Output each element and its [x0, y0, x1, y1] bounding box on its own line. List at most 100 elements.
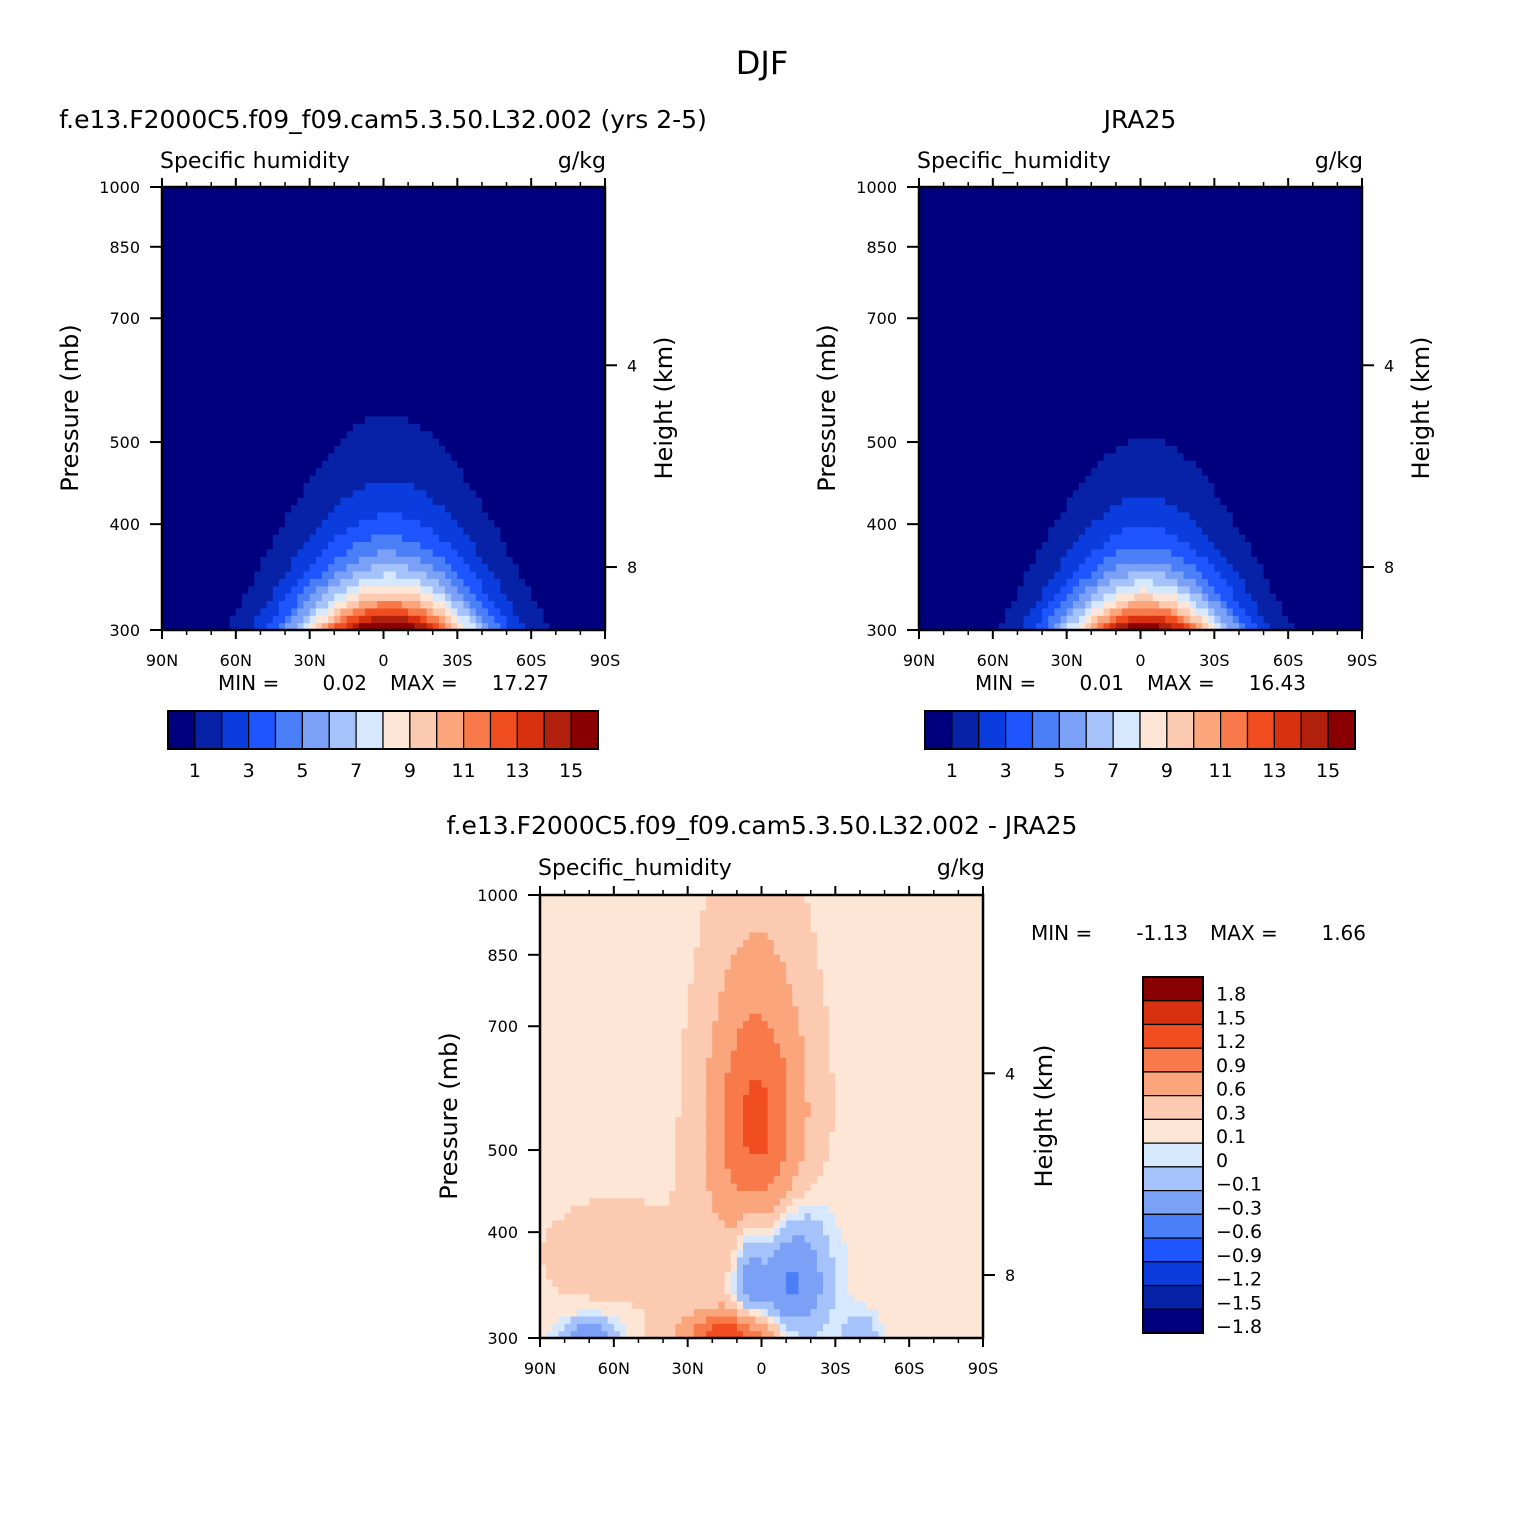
contour-cell — [315, 378, 323, 387]
contour-cell — [217, 615, 225, 624]
contour-cell — [346, 489, 354, 498]
contour-cell — [377, 578, 385, 587]
contour-cell — [414, 430, 422, 439]
contour-cell — [537, 187, 545, 195]
contour-cell — [500, 371, 508, 380]
contour-cell — [506, 489, 514, 498]
contour-cell — [488, 386, 495, 395]
contour-cell — [205, 467, 212, 476]
contour-cell — [568, 600, 575, 609]
contour-cell — [223, 187, 231, 195]
contour-cell — [248, 282, 255, 291]
contour-cell — [555, 541, 563, 550]
contour-cell — [186, 349, 194, 358]
contour-cell — [315, 548, 323, 557]
contour-cell — [315, 593, 323, 602]
contour-cell — [278, 342, 286, 351]
contour-cell — [475, 268, 483, 277]
contour-cell — [321, 253, 329, 262]
contour-cell — [377, 585, 385, 594]
contour-cell — [518, 187, 526, 195]
contour-cell — [192, 438, 200, 447]
contour-cell — [340, 548, 348, 557]
contour-cell — [315, 386, 323, 395]
contour-cell — [512, 438, 520, 447]
contour-cell — [561, 246, 569, 255]
contour-cell — [512, 600, 520, 609]
contour-cell — [309, 275, 317, 284]
contour-cell — [235, 430, 243, 439]
contour-cell — [408, 467, 415, 476]
contour-cell — [1257, 622, 1265, 631]
contour-cell — [211, 563, 218, 572]
contour-cell — [285, 327, 292, 336]
contour-cell — [1128, 600, 1135, 609]
contour-cell — [205, 415, 212, 424]
contour-cell — [352, 238, 360, 247]
contour-cell — [555, 290, 563, 299]
contour-cell — [592, 275, 600, 284]
contour-cell — [401, 460, 409, 469]
contour-cell — [321, 327, 329, 336]
contour-cell — [592, 622, 600, 631]
contour-cell — [512, 356, 520, 365]
contour-cell — [426, 231, 434, 240]
contour-cell — [168, 290, 175, 299]
contour-cell — [272, 334, 280, 343]
contour-cell — [395, 489, 403, 498]
contour-cell — [1337, 622, 1345, 631]
contour-cell — [451, 607, 458, 616]
contour-cell — [543, 246, 551, 255]
contour-cell — [432, 364, 440, 373]
contour-cell — [518, 342, 526, 351]
contour-cell — [457, 231, 465, 240]
contour-cell — [365, 467, 372, 476]
contour-cell — [475, 297, 483, 306]
contour-cell — [438, 246, 446, 255]
contour-cell — [235, 482, 243, 491]
contour-cell — [438, 268, 446, 277]
contour-cell — [494, 371, 501, 380]
contour-cell — [494, 187, 501, 195]
contour-cell — [180, 534, 188, 542]
contour-cell — [198, 497, 206, 506]
contour-cell — [285, 460, 292, 469]
contour-cell — [395, 386, 403, 395]
contour-cell — [432, 622, 440, 631]
contour-cell — [598, 327, 606, 336]
contour-cell — [432, 556, 440, 565]
contour-cell — [186, 548, 194, 557]
contour-cell — [260, 319, 268, 328]
contour-cell — [401, 327, 409, 336]
contour-cell — [315, 430, 323, 439]
contour-cell — [1263, 570, 1271, 579]
contour-cell — [198, 607, 206, 616]
contour-cell — [543, 231, 551, 240]
contour-cell — [235, 231, 243, 240]
contour-cell — [445, 260, 452, 269]
contour-cell — [346, 460, 354, 469]
contour-cell — [426, 194, 434, 203]
contour-cell — [488, 393, 495, 402]
contour-cell — [168, 312, 175, 321]
contour-cell — [205, 201, 212, 210]
contour-cell — [574, 297, 581, 306]
contour-cell — [192, 460, 200, 469]
contour-cell — [235, 305, 243, 314]
contour-cell — [272, 423, 280, 432]
contour-cell — [1060, 593, 1068, 602]
contour-cell — [371, 511, 378, 520]
contour-cell — [180, 201, 188, 210]
contour-cell — [285, 423, 292, 432]
contour-cell — [420, 548, 428, 557]
contour-cell — [555, 415, 563, 424]
contour-cell — [457, 305, 465, 314]
contour-cell — [371, 556, 378, 565]
contour-cell — [1078, 615, 1086, 624]
contour-cell — [1294, 578, 1302, 587]
contour-cell — [561, 393, 569, 402]
contour-cell — [174, 548, 182, 557]
contour-cell — [1091, 607, 1099, 616]
contour-cell — [1011, 585, 1019, 594]
contour-cell — [205, 386, 212, 395]
